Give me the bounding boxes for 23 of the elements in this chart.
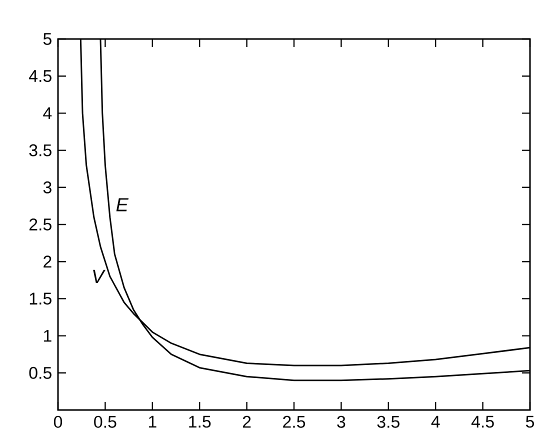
y-tick-label: 4.5 xyxy=(29,70,52,82)
series-label: E xyxy=(116,198,129,212)
y-tick-label: 2.5 xyxy=(29,218,52,230)
x-tick-label: 2 xyxy=(242,416,251,428)
y-tick-label: 3.5 xyxy=(29,144,52,156)
y-tick-label: 3 xyxy=(43,181,52,194)
x-tick-label: 0.5 xyxy=(94,416,116,428)
x-tick-label: 4 xyxy=(431,416,440,428)
y-tick-label: 5 xyxy=(43,33,52,45)
x-tick-label: 5 xyxy=(526,416,534,428)
y-tick-label: 2 xyxy=(44,256,52,268)
x-tick-label: 2.5 xyxy=(283,416,306,428)
x-tick-label: 0 xyxy=(54,416,62,428)
series-label: V xyxy=(93,270,106,283)
y-tick-label: 0.5 xyxy=(29,366,52,379)
x-tick-label: 1.5 xyxy=(189,416,211,428)
x-tick-label: 3 xyxy=(337,416,346,428)
x-tick-label: 4.5 xyxy=(471,416,494,428)
x-tick-label: 1 xyxy=(148,416,156,428)
y-tick-label: 4 xyxy=(43,107,52,120)
x-tick-label: 3.5 xyxy=(377,416,400,428)
y-tick-label: 1.5 xyxy=(30,292,52,305)
y-tick-label: 1 xyxy=(44,330,52,342)
